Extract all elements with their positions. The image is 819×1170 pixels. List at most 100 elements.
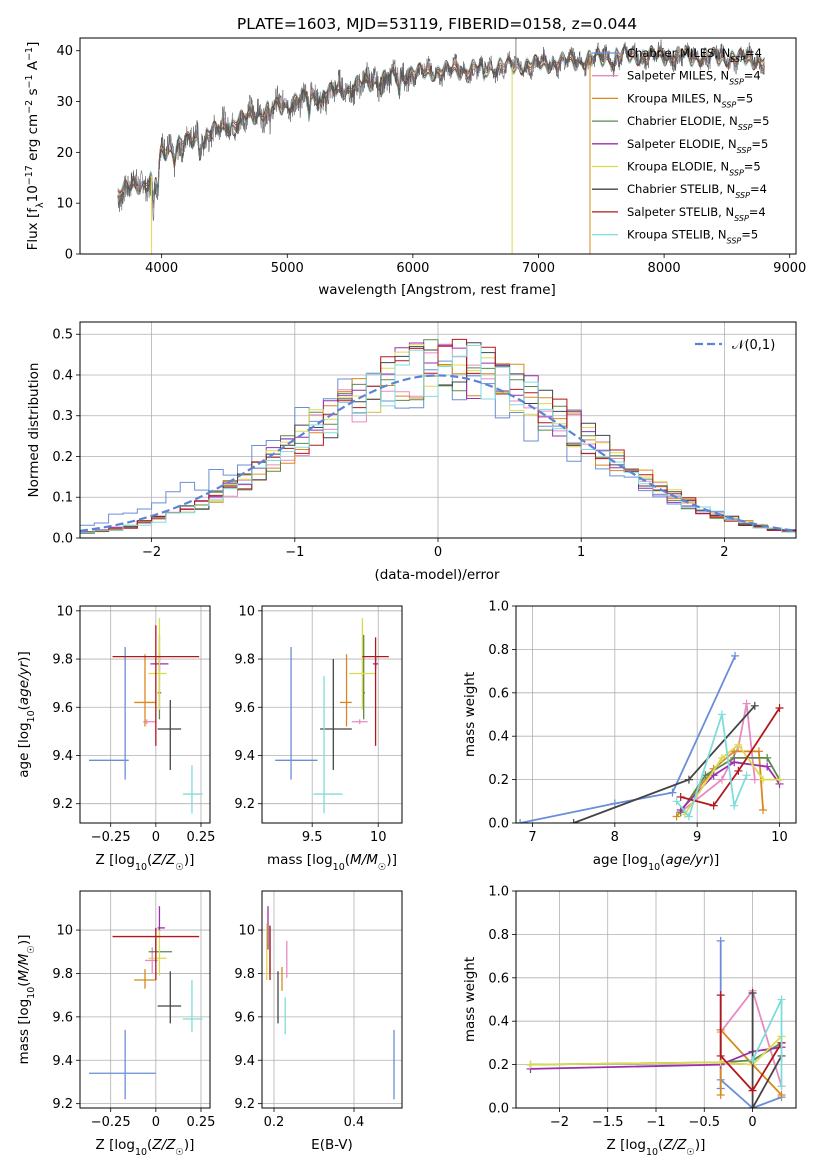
legend-label-sub: SSP: [727, 236, 742, 245]
weight-point-marker: [672, 797, 681, 806]
label-part: A: [25, 60, 41, 74]
label-part: mass [: [267, 852, 312, 868]
label-part: Normed distribution: [26, 363, 42, 498]
label-part: s: [25, 88, 41, 99]
legend-label-sub: SSP: [730, 55, 745, 64]
panel-EBV-vs-mass: 0.2 0.4 9.2 9.4 9.6 9.8 10 E(B-V): [234, 890, 403, 1153]
label-part: (: [147, 852, 152, 868]
weight-series-line: [719, 940, 782, 1108]
legend-label: 𝒩(0,1): [732, 338, 775, 353]
y-tick-label: 9.2: [52, 797, 73, 812]
label-part: −2: [24, 100, 35, 114]
y-tick-label: 1.0: [488, 600, 509, 615]
legend-label-main: Kroupa ELODIE, N: [627, 160, 729, 174]
y-axis-label: Flux [fλ10−17 erg cm−2 s−1 A−1]: [24, 42, 46, 251]
y-axis-label: mass [log10(M/M☉)]: [16, 935, 37, 1065]
observed-spectrum-line: [117, 39, 765, 222]
x-tick-label: 9.5: [302, 830, 323, 845]
legend-label: Salpeter ELODIE, NSSP=5: [627, 137, 768, 155]
plot-area: [80, 338, 796, 538]
label-part: ☉: [378, 862, 387, 873]
y-tick-label: 9.6: [234, 1010, 255, 1025]
y-tick-label: 9.8: [52, 653, 73, 668]
legend-label: Chabrier ELODIE, NSSP=5: [627, 114, 769, 132]
legend: Chabrier MILES, NSSP=4 Salpeter MILES, NS…: [592, 46, 769, 245]
label-part: )]: [184, 1137, 195, 1153]
legend-label-main: Salpeter ELODIE, N: [627, 137, 737, 151]
y-tick-label: 0.3: [52, 409, 73, 424]
x-tick-label: 2: [720, 545, 728, 560]
plot-area: [89, 906, 203, 1100]
x-axis-label: mass [log10(M/M☉)]: [267, 852, 397, 873]
legend-label-sub: SSP: [729, 168, 744, 177]
weight-point-marker: [742, 771, 751, 780]
label-part: (: [16, 705, 32, 710]
y-tick-label: 0.2: [488, 1058, 509, 1073]
weight-point-marker: [734, 740, 743, 749]
y-tick-label: 9.4: [234, 1054, 255, 1069]
x-tick-label: 5000: [271, 261, 304, 276]
legend-label-tail: =5: [741, 228, 758, 242]
legend-label-sub: SSP: [735, 191, 750, 200]
y-tick-label: 10: [56, 924, 73, 939]
y-axis-label: age [log10(age/yr)]: [16, 651, 37, 777]
plot-area: [89, 618, 203, 814]
label-part: log: [312, 852, 333, 868]
y-tick-label: 0.8: [488, 928, 509, 943]
legend-label-sub: SSP: [738, 123, 753, 132]
legend-label: Chabrier MILES, NSSP=4: [627, 46, 762, 64]
legend-label: Salpeter MILES, NSSP=4: [627, 69, 761, 87]
x-tick-label: 0.4: [344, 1115, 365, 1130]
weight-point-marker: [748, 1086, 757, 1095]
x-tick-label: 0.2: [264, 1115, 285, 1130]
x-tick-label: 10: [771, 830, 788, 845]
panel-spectrum: 4000 5000 6000 7000 8000 9000 0 10 20 30 40 wavelen…: [24, 37, 806, 298]
weight-point-marker: [569, 819, 578, 823]
legend-label-sub: SSP: [729, 77, 744, 86]
legend-label-sub: SSP: [722, 100, 737, 109]
label-part: age/yr: [16, 660, 32, 705]
axes-frame: [515, 890, 797, 1109]
label-part: Z [: [96, 852, 115, 868]
panel-residual-hist: −2 −1 0 1 2 0.0 0.1 0.2 0.3 0.4 0.5 𝒩(0,1) (data-mod…: [26, 321, 797, 583]
y-tick-label: 40: [56, 44, 73, 59]
legend-label-tail: =4: [745, 46, 762, 60]
x-tick-label: 0: [748, 1115, 756, 1130]
x-tick-label: 0: [152, 830, 160, 845]
label-part: age/yr: [665, 852, 710, 868]
y-axis-label: mass weight: [462, 672, 478, 757]
plot-area: [516, 651, 784, 823]
weight-point-marker: [730, 801, 739, 810]
label-part: (: [658, 1137, 663, 1153]
legend-label: Salpeter STELIB, NSSP=4: [627, 205, 766, 223]
legend-label-tail: =5: [736, 91, 753, 105]
x-axis-label: E(B-V): [311, 1137, 353, 1153]
axes-frame: [79, 321, 797, 539]
label-part: 10: [333, 862, 345, 873]
axes-frame: [261, 605, 403, 824]
weight-point-marker: [716, 991, 725, 1000]
label-part: (: [345, 852, 350, 868]
x-tick-label: 4000: [145, 261, 178, 276]
y-tick-label: 0.2: [52, 450, 73, 465]
weight-point-marker: [750, 701, 759, 710]
y-tick-label: 9.8: [234, 967, 255, 982]
x-axis-label: (data-model)/error: [374, 567, 500, 583]
y-axis-label: mass weight: [462, 957, 478, 1042]
label-part: −17: [24, 165, 35, 185]
x-axis-label: Z [log10(Z/Z☉)]: [607, 1137, 706, 1158]
label-part: 10: [26, 987, 37, 999]
weight-point-marker: [717, 710, 726, 719]
label-part: )]: [695, 1137, 706, 1153]
y-tick-label: 9.8: [52, 967, 73, 982]
axes-frame: [515, 605, 797, 824]
y-tick-label: 10: [238, 924, 255, 939]
weight-point-marker: [731, 651, 740, 660]
label-part: log: [114, 1137, 135, 1153]
weight-series-line: [519, 655, 736, 823]
y-tick-label: 0: [65, 248, 73, 263]
label-part: 10: [648, 862, 660, 873]
